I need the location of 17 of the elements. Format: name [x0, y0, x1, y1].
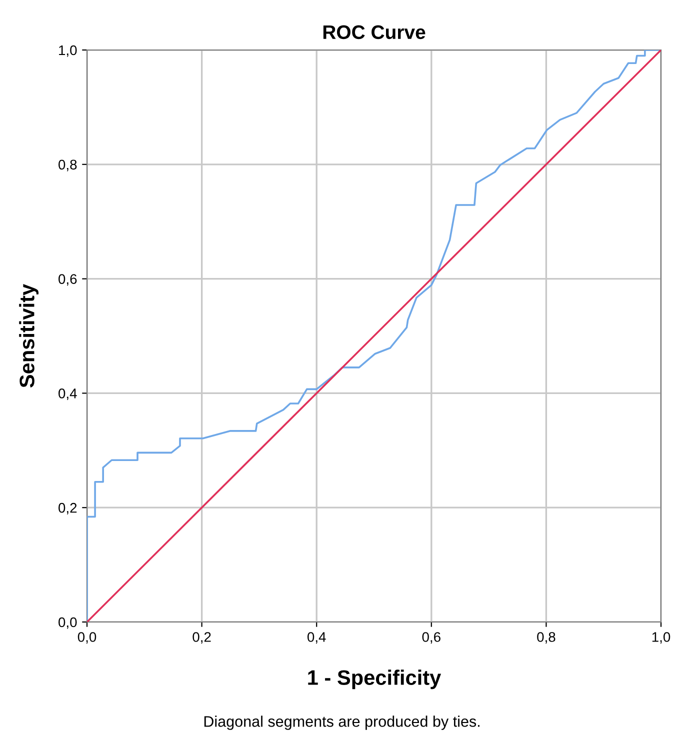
y-axis-title: Sensitivity: [19, 284, 39, 388]
y-tick-label: 0,6: [58, 274, 77, 286]
text: Diagonal segments are produced by ties.: [204, 716, 480, 730]
y-tick-label: 0,0: [58, 617, 77, 629]
x-tick-label: 0,4: [307, 632, 326, 644]
line-series: [87, 50, 661, 622]
y-tick-label: 1,0: [59, 45, 77, 57]
x-tick-label: 0,2: [192, 632, 211, 644]
x-tick-label: 0,8: [537, 632, 556, 644]
y-tick-label: 0,4: [58, 388, 77, 400]
chart-title: ROC Curve: [323, 25, 426, 40]
x-axis-title: 1 - Specificity: [308, 670, 442, 690]
y-tick-label: 0,8: [58, 160, 77, 172]
x-tick-label: 0,6: [422, 632, 440, 644]
y-tick-label: 0,2: [58, 502, 77, 514]
x-tick-label: 1,0: [652, 632, 670, 644]
x-tick-label: 0,0: [78, 632, 96, 644]
